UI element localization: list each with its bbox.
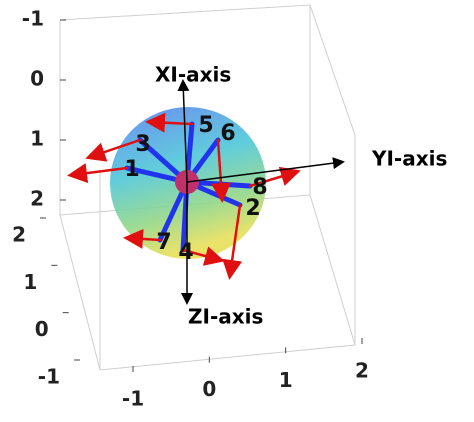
axes-arrows [177,79,345,305]
y-tick-label: 1 [279,368,293,392]
z-tick-label: 1 [23,270,37,294]
vector-label: 7 [156,230,171,255]
vectors [67,112,301,280]
z-tick-label: -1 [38,365,60,389]
vector-label: 3 [135,132,150,157]
y-tick-label: 2 [355,359,369,383]
vector-label: 1 [124,157,139,182]
axis-label: XI-axis [155,63,231,87]
vector-label: 5 [198,113,213,138]
x-tick-label: 2 [30,187,44,211]
axis-label: ZI-axis [188,305,263,329]
vector-label: 2 [245,196,260,221]
vector-label: 6 [220,121,235,146]
box [59,4,356,371]
vector-label: 4 [178,240,193,265]
axis-label: YI-axis [371,147,447,171]
y-tick-label: 0 [202,377,216,401]
x-tick-label: 0 [30,67,44,91]
x-tick-label: 1 [30,127,44,151]
vector-label: 8 [252,175,267,200]
z-tick-label: 0 [35,317,49,341]
x-tick-label: -1 [22,7,44,31]
z-tick-label: 2 [12,223,26,247]
y-tick-label: -1 [122,387,144,411]
